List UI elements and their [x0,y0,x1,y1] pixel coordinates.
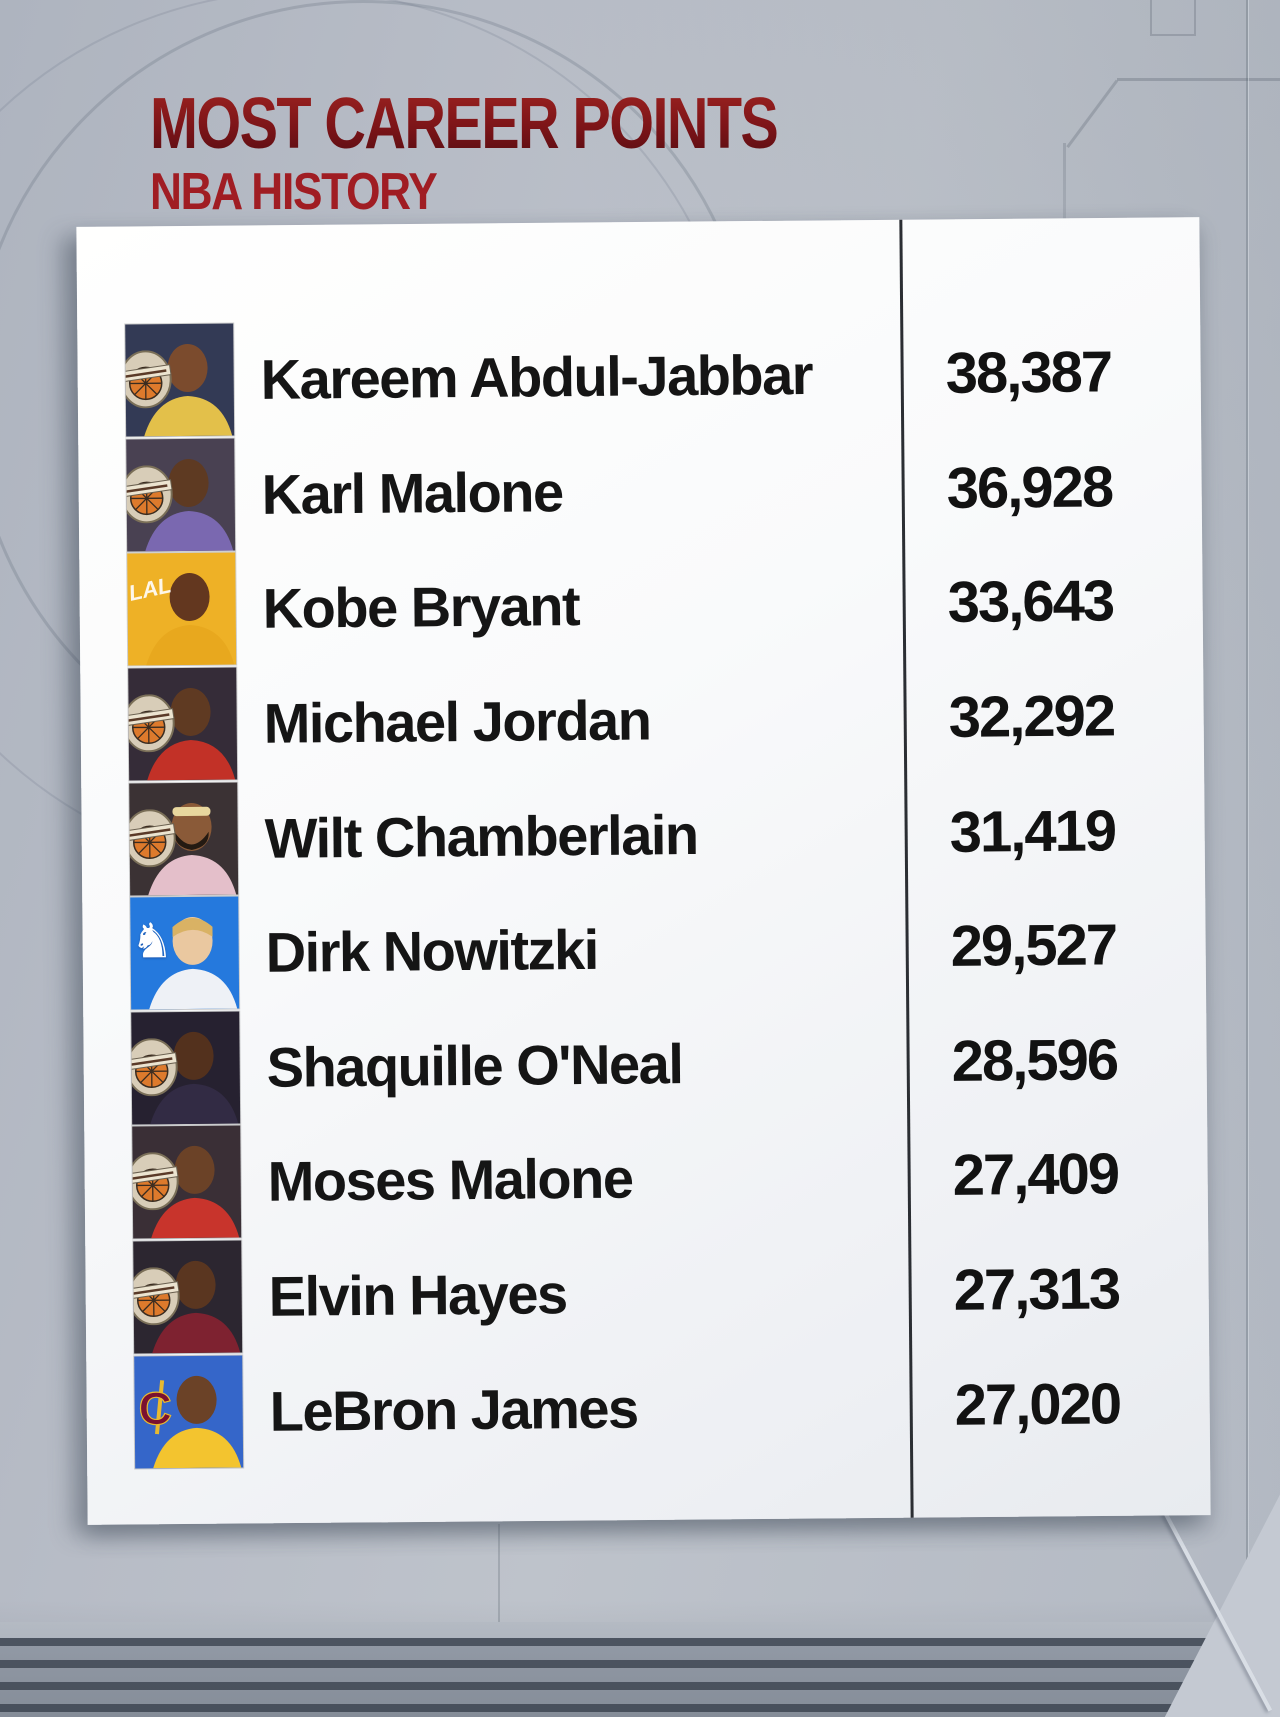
table-row: LAL ♞ C Michael Jordan 32,292 [80,658,1204,782]
page-subtitle: NBA HISTORY [150,163,438,221]
player-face-graphic [144,344,233,437]
player-headshot: LAL ♞ C [133,1240,243,1354]
background-panel-seam [1246,0,1248,1717]
player-points: 31,419 [949,798,1116,865]
retro-basketball-logo-icon [129,808,176,867]
table-row: LAL ♞ C Kareem Abdul-Jabbar 38,387 [77,314,1201,438]
table-row: LAL ♞ C Wilt Chamberlain 31,419 [81,772,1205,896]
player-name: Moses Malone [267,1147,633,1214]
retro-basketball-logo-icon [128,694,175,753]
player-name: Michael Jordan [263,688,651,755]
svg-text:LAL: LAL [127,573,173,607]
player-name: Karl Malone [261,460,563,526]
leaderboard-panel: LAL ♞ C Kareem Abdul-Jabbar 38,387 [76,217,1211,1525]
lakers-script-icon: LAL [127,573,173,607]
player-points: 38,387 [945,339,1112,407]
background-panel-seam [1117,78,1280,81]
player-headshot: LAL ♞ C [126,438,236,552]
player-points: 27,313 [953,1256,1120,1323]
svg-text:C: C [138,1382,172,1434]
player-headshot: LAL ♞ C [127,553,237,666]
mavericks-horse-icon: ♞ [130,913,174,970]
headline-block: MOST CAREER POINTS NBA HISTORY [150,88,934,218]
player-points: 27,409 [952,1141,1119,1209]
player-headshot: LAL ♞ C [130,896,240,1010]
table-row: LAL ♞ C Dirk Nowitzki 29,527 [82,887,1206,1011]
leaderboard-rows: LAL ♞ C Kareem Abdul-Jabbar 38,387 [77,314,1210,1470]
background-panel-seam [1248,0,1249,1717]
player-headshot: LAL ♞ C [125,323,235,437]
player-face-graphic [145,458,234,552]
table-row: LAL ♞ C Moses Malone 27,409 [84,1116,1208,1240]
page-title: MOST CAREER POINTS [150,84,779,164]
player-name: Dirk Nowitzki [265,918,599,985]
table-row: LAL ♞ C LeBron James 27,020 [86,1345,1210,1469]
player-face-graphic [151,1146,240,1239]
player-name: Wilt Chamberlain [264,802,698,870]
background-panel-seam [498,1524,500,1636]
player-name: Kareem Abdul-Jabbar [260,343,813,412]
player-face-graphic [147,688,236,781]
player-name: Shaquille O'Neal [266,1032,683,1099]
retro-basketball-logo-icon [132,1152,179,1211]
player-face-graphic [150,1031,239,1125]
player-points: 29,527 [950,912,1117,980]
player-points: 33,643 [947,568,1114,636]
player-headshot: LAL ♞ C [132,1125,242,1239]
player-points: 28,596 [951,1027,1118,1094]
player-face-graphic [152,1260,241,1354]
player-name: Kobe Bryant [262,574,580,641]
table-row: LAL ♞ C Shaquille O'Neal 28,596 [83,1002,1207,1126]
player-name: LeBron James [269,1376,638,1443]
player-face-graphic [146,573,235,666]
retro-basketball-logo-icon [125,350,172,409]
background-panel-seam [1150,0,1196,36]
table-row: LAL ♞ C Elvin Hayes 27,313 [85,1231,1209,1355]
player-headshot: LAL ♞ C [129,782,239,896]
player-face-graphic [149,917,238,1010]
table-row: LAL ♞ C Kobe Bryant 33,643 [79,543,1203,667]
table-row: LAL ♞ C Karl Malone 36,928 [78,429,1202,553]
player-face-graphic [148,802,237,895]
studio-floor-shading [0,1600,1280,1717]
studio-floor [0,1622,1280,1638]
retro-basketball-logo-icon [133,1267,180,1326]
player-headshot: LAL ♞ C [134,1355,244,1469]
player-face-graphic [153,1375,242,1468]
player-points: 32,292 [948,683,1115,750]
player-headshot: LAL ♞ C [131,1011,241,1125]
cavaliers-c-logo-icon: C [138,1379,173,1435]
studio-floor-stripes [0,1638,1280,1717]
player-name: Elvin Hayes [268,1262,567,1328]
player-points: 27,020 [954,1371,1121,1438]
player-points: 36,928 [946,454,1113,521]
retro-basketball-logo-icon [131,1038,178,1097]
player-headshot: LAL ♞ C [128,667,238,781]
retro-basketball-logo-icon [126,465,173,524]
